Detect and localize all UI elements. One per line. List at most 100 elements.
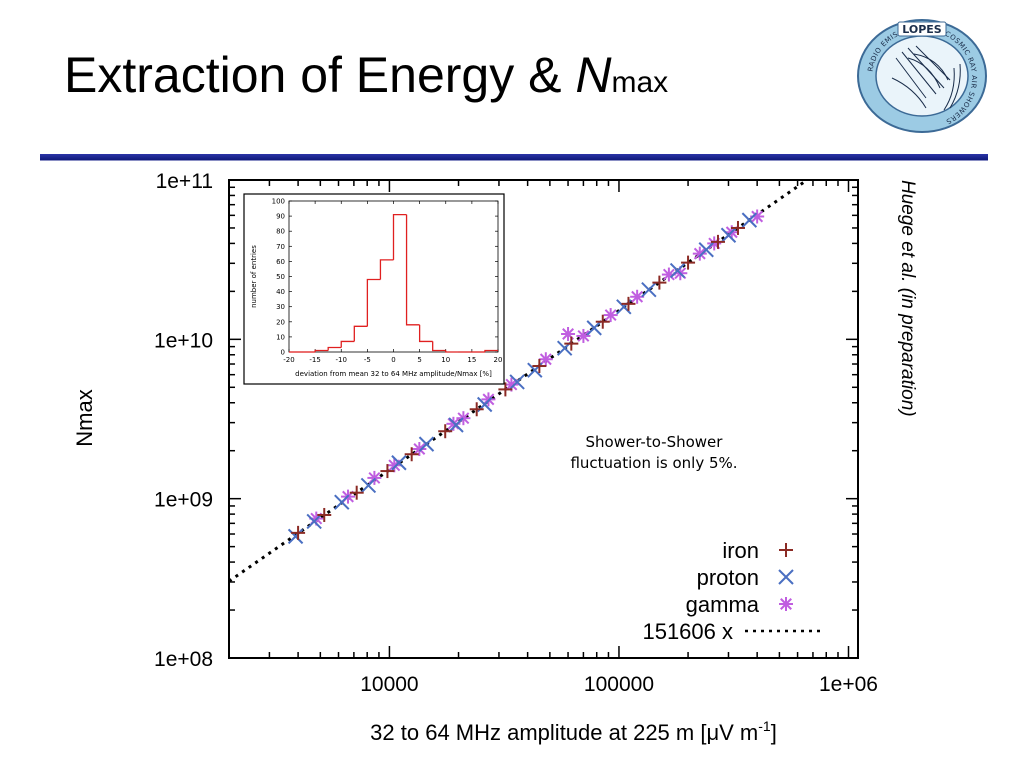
iron-point <box>317 507 332 522</box>
histogram-bin <box>327 346 342 351</box>
histogram-bin <box>392 213 407 260</box>
iron-point <box>595 314 610 329</box>
x-axis-label: 32 to 64 MHz amplitude at 225 m [μV m-1] <box>370 718 777 745</box>
histogram-bin <box>445 350 459 353</box>
title-subscript: max <box>611 66 669 99</box>
histogram-bin <box>432 341 446 352</box>
lopes-logo: RADIO EMISSION FROM COSMIC RAY AIR SHOWE… <box>857 19 987 133</box>
proton-point <box>287 528 304 545</box>
inset-y-tick-label: 40 <box>276 288 285 296</box>
y-tick-label: 1e+11 <box>156 170 213 193</box>
gamma-point <box>707 236 722 251</box>
legend-symbol-proton <box>778 569 794 585</box>
inset-x-axis-label: deviation from mean 32 to 64 MHz amplitu… <box>295 370 492 378</box>
histogram-bin <box>353 325 368 342</box>
x-axis-label-main: 32 to 64 MHz amplitude at 225 m [μV m <box>370 720 758 745</box>
x-axis-label-superscript: -1 <box>758 718 771 734</box>
histogram-bin <box>340 340 355 348</box>
iron-point <box>681 255 696 270</box>
proton-point <box>391 455 407 471</box>
iron-point <box>621 296 636 311</box>
x-tick-label: 1e+06 <box>819 673 878 696</box>
legend-label-proton: proton <box>697 565 759 590</box>
iron-point <box>349 485 364 500</box>
y-axis-label: Nmax <box>72 389 97 446</box>
fluctuation-note: Shower-to-Shower fluctuation is only 5%. <box>520 432 788 474</box>
proton-point <box>641 281 657 298</box>
legend-symbol-gamma <box>779 597 793 611</box>
inset-y-tick-label: 10 <box>276 333 285 341</box>
gamma-point <box>538 352 553 367</box>
legend-label-fit: 151606 x <box>642 619 733 644</box>
x-tick-label: 10000 <box>360 673 418 696</box>
legend-label-gamma: gamma <box>686 592 760 617</box>
note-line-1: Shower-to-Shower <box>585 433 723 451</box>
inset-x-tick-label: -15 <box>309 356 320 364</box>
gamma-point <box>412 441 427 456</box>
note-line-2: fluctuation is only 5%. <box>570 454 738 472</box>
iron-point <box>404 447 419 462</box>
y-tick-label: 1e+10 <box>154 329 213 352</box>
proton-point <box>586 320 602 336</box>
inset-y-tick-label: 0 <box>281 349 285 357</box>
inset-x-tick-label: 5 <box>417 356 421 364</box>
gamma-point <box>576 328 591 343</box>
gamma-point <box>630 289 645 304</box>
gamma-point <box>561 327 576 342</box>
x-axis-label-end: ] <box>771 720 777 745</box>
inset-x-tick-label: 0 <box>391 356 395 364</box>
inset-x-tick-label: -5 <box>364 356 371 364</box>
title-main-text: Extraction of Energy & <box>64 47 576 103</box>
histogram-bin <box>484 349 498 352</box>
iron-point <box>730 220 745 235</box>
inset-y-tick-label: 90 <box>276 213 285 221</box>
inset-y-tick-label: 100 <box>272 198 285 206</box>
proton-point <box>360 477 377 494</box>
inset-x-tick-label: -20 <box>283 356 294 364</box>
proton-point <box>448 417 464 433</box>
histogram-bin <box>314 349 329 352</box>
inset-x-tick-label: 10 <box>441 356 450 364</box>
legend-label-iron: iron <box>722 538 759 563</box>
iron-point <box>532 359 547 374</box>
proton-point <box>306 513 322 530</box>
citation-text: Huege et al. (in preparation) <box>897 180 918 417</box>
proton-point <box>669 262 686 279</box>
y-tick-label: 1e+08 <box>154 648 213 671</box>
proton-point <box>741 212 758 228</box>
proton-point <box>698 242 714 258</box>
legend-symbol-iron <box>779 543 793 557</box>
histogram-bin <box>418 324 433 343</box>
inset-y-tick-label: 70 <box>276 243 285 251</box>
iron-point <box>564 336 579 351</box>
histogram-bin <box>405 214 420 326</box>
inset-x-tick-label: 20 <box>494 356 503 364</box>
gamma-point <box>367 470 382 485</box>
iron-point <box>291 525 306 540</box>
title-underline <box>40 154 988 161</box>
iron-point <box>498 382 513 397</box>
proton-point <box>720 227 737 243</box>
proton-point <box>334 494 350 510</box>
gamma-point <box>603 308 618 323</box>
title-variable: N <box>575 47 612 103</box>
proton-point <box>509 374 525 390</box>
inset-y-tick-label: 30 <box>276 303 285 311</box>
inset-x-tick-label: -10 <box>336 356 347 364</box>
plot-frame <box>228 179 859 659</box>
inset-y-tick-label: 60 <box>276 258 285 266</box>
iron-point <box>469 402 484 417</box>
citation-credit: Huege et al. (in preparation) <box>897 180 938 470</box>
inset-x-tick-label: 15 <box>467 356 476 364</box>
iron-point <box>438 424 453 439</box>
iron-point <box>710 234 725 249</box>
logo-text: LOPES <box>902 23 942 36</box>
histogram-bin <box>379 259 394 280</box>
iron-point <box>380 464 395 479</box>
inset-y-tick-label: 80 <box>276 228 285 236</box>
iron-point <box>652 275 667 290</box>
inset-y-axis-label: number of entries <box>250 245 258 308</box>
y-tick-label: 1e+09 <box>154 489 213 512</box>
inset-y-tick-label: 50 <box>276 273 285 281</box>
